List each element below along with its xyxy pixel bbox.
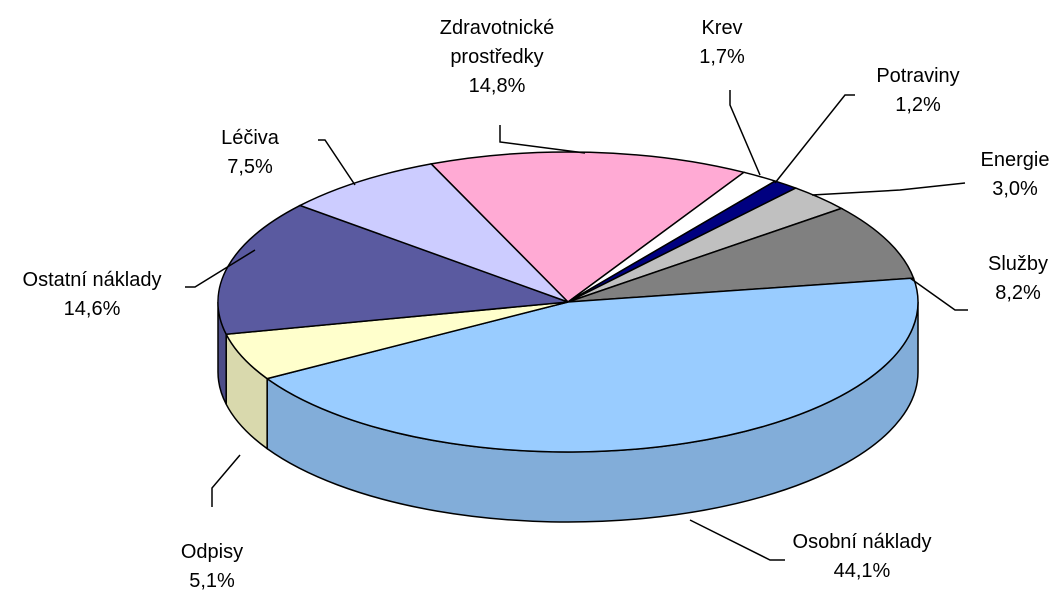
value-label: 14,6% xyxy=(63,298,121,320)
slice-label: Krev 1,7% xyxy=(699,14,745,72)
leader-line xyxy=(185,249,256,288)
category-label: Krev xyxy=(701,17,743,39)
category-label: Zdravotnické prostředky xyxy=(439,17,555,68)
value-label: 8,2% xyxy=(995,282,1041,304)
category-label: Ostatní náklady xyxy=(22,269,162,291)
leader-line xyxy=(909,277,968,311)
slice-label: Zdravotnické prostředky 14,8% xyxy=(427,14,567,101)
value-label: 7,5% xyxy=(227,156,273,178)
slice-label: Odpisy 5,1% xyxy=(181,538,243,592)
slice xyxy=(265,277,919,453)
value-label: 1,7% xyxy=(699,46,745,68)
category-label: Energie xyxy=(980,149,1050,171)
value-label: 1,2% xyxy=(895,94,941,116)
leader-line xyxy=(774,94,855,184)
slice-label: Ostatní náklady 14,6% xyxy=(23,266,162,324)
value-label: 44,1% xyxy=(833,560,891,582)
value-label: 5,1% xyxy=(189,570,235,592)
slice-label: Osobní náklady 44,1% xyxy=(793,528,932,586)
category-label: Služby xyxy=(987,253,1049,275)
leader-line xyxy=(689,519,785,561)
slice-label: Energie 3,0% xyxy=(981,146,1050,204)
slice-label: Služby 8,2% xyxy=(988,250,1048,308)
category-label: Potraviny xyxy=(876,65,960,87)
leader-line xyxy=(211,454,241,507)
slice-label: Léčiva 7,5% xyxy=(221,124,279,182)
leader-line xyxy=(318,139,356,186)
category-label: Odpisy xyxy=(180,541,244,563)
category-label: Léčiva xyxy=(221,127,279,149)
slice xyxy=(298,163,569,303)
leader-line xyxy=(811,182,966,196)
slice xyxy=(429,151,746,303)
leader-line xyxy=(499,125,586,154)
leader-line xyxy=(729,90,761,176)
slice xyxy=(567,207,915,303)
slice-label: Potraviny 1,2% xyxy=(876,62,959,120)
value-label: 3,0% xyxy=(992,178,1038,200)
category-label: Osobní náklady xyxy=(792,531,932,553)
value-label: 14,8% xyxy=(468,75,526,97)
